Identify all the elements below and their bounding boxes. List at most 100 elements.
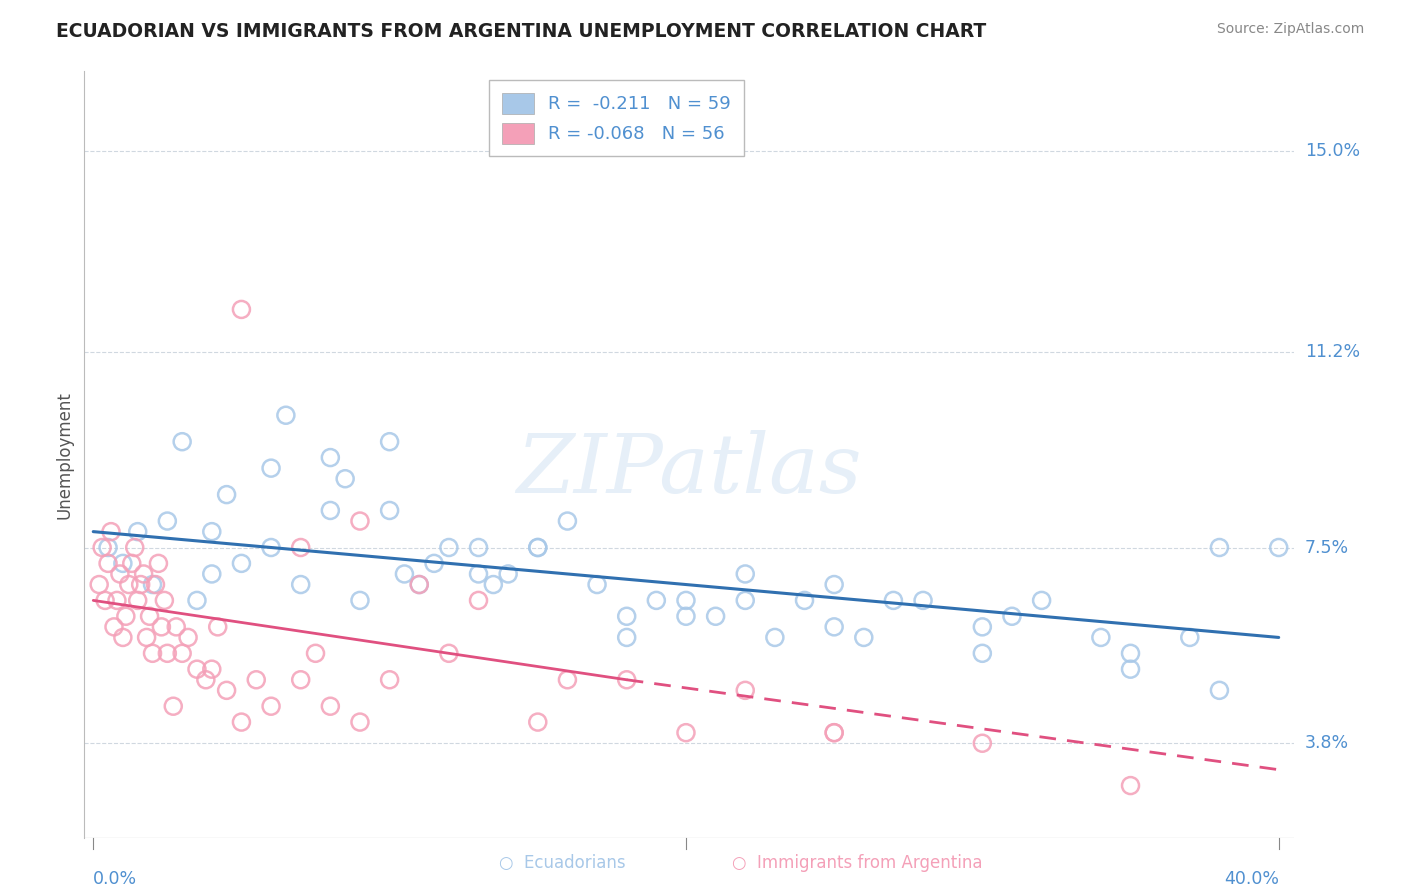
Point xyxy=(127,593,149,607)
Point xyxy=(89,577,111,591)
Y-axis label: Unemployment: Unemployment xyxy=(55,391,73,519)
Point xyxy=(852,631,875,645)
Point xyxy=(319,699,342,714)
Point xyxy=(207,620,229,634)
Point xyxy=(1031,593,1053,607)
Text: 15.0%: 15.0% xyxy=(1305,142,1360,160)
Point xyxy=(100,524,122,539)
Point xyxy=(132,566,155,581)
Point xyxy=(201,662,224,676)
Point xyxy=(215,683,238,698)
Point xyxy=(153,593,176,607)
Point xyxy=(1119,646,1142,660)
Point xyxy=(103,620,125,634)
Point xyxy=(156,514,179,528)
Point xyxy=(231,557,253,571)
Point xyxy=(912,593,935,607)
Point xyxy=(1090,631,1112,645)
Point xyxy=(378,673,401,687)
Point xyxy=(527,541,550,555)
Point xyxy=(319,503,342,517)
Point xyxy=(172,646,194,660)
Point xyxy=(734,593,756,607)
Point xyxy=(165,620,187,634)
Point xyxy=(823,620,845,634)
Text: ZIPatlas: ZIPatlas xyxy=(516,430,862,510)
Point xyxy=(972,646,994,660)
Point xyxy=(616,631,638,645)
Point xyxy=(437,541,460,555)
Point xyxy=(586,577,609,591)
Point xyxy=(793,593,815,607)
Point xyxy=(94,593,117,607)
Point xyxy=(177,631,200,645)
Text: 7.5%: 7.5% xyxy=(1305,539,1348,557)
Point xyxy=(156,646,179,660)
Point xyxy=(1178,631,1201,645)
Point xyxy=(882,593,904,607)
Point xyxy=(201,566,224,581)
Point xyxy=(349,715,371,730)
Point xyxy=(121,557,143,571)
Text: ○  Immigrants from Argentina: ○ Immigrants from Argentina xyxy=(733,855,983,872)
Point xyxy=(231,302,253,317)
Point xyxy=(527,541,550,555)
Point xyxy=(290,541,312,555)
Point xyxy=(675,593,697,607)
Point xyxy=(245,673,267,687)
Point xyxy=(1119,779,1142,793)
Point xyxy=(496,566,519,581)
Point xyxy=(260,699,283,714)
Point xyxy=(394,566,416,581)
Point xyxy=(138,609,160,624)
Point xyxy=(675,725,697,739)
Point xyxy=(349,514,371,528)
Point xyxy=(145,577,167,591)
Text: 0.0%: 0.0% xyxy=(93,871,138,888)
Point xyxy=(215,487,238,501)
Point xyxy=(148,557,170,571)
Point xyxy=(557,673,579,687)
Point xyxy=(118,577,141,591)
Point xyxy=(141,646,163,660)
Legend: R =  -0.211   N = 59, R = -0.068   N = 56: R = -0.211 N = 59, R = -0.068 N = 56 xyxy=(489,80,744,156)
Point xyxy=(734,566,756,581)
Point xyxy=(467,566,489,581)
Point xyxy=(467,593,489,607)
Point xyxy=(972,736,994,750)
Point xyxy=(105,593,128,607)
Point xyxy=(97,541,120,555)
Text: 11.2%: 11.2% xyxy=(1305,343,1360,360)
Point xyxy=(274,409,297,423)
Point xyxy=(557,514,579,528)
Text: 3.8%: 3.8% xyxy=(1305,734,1348,752)
Point xyxy=(1267,541,1289,555)
Point xyxy=(675,609,697,624)
Point xyxy=(1208,683,1230,698)
Point xyxy=(115,609,138,624)
Point xyxy=(645,593,668,607)
Point xyxy=(467,541,489,555)
Point xyxy=(408,577,430,591)
Point xyxy=(1208,541,1230,555)
Point xyxy=(124,541,146,555)
Point xyxy=(172,434,194,449)
Point xyxy=(97,557,120,571)
Point xyxy=(194,673,217,687)
Point xyxy=(91,541,114,555)
Point xyxy=(186,662,208,676)
Point xyxy=(186,593,208,607)
Point xyxy=(111,631,134,645)
Point xyxy=(1119,662,1142,676)
Point xyxy=(823,725,845,739)
Point xyxy=(972,620,994,634)
Point xyxy=(108,566,131,581)
Point xyxy=(616,673,638,687)
Point xyxy=(437,646,460,660)
Point xyxy=(162,699,184,714)
Point xyxy=(129,577,152,591)
Point xyxy=(141,577,163,591)
Point xyxy=(127,524,149,539)
Point xyxy=(378,434,401,449)
Point xyxy=(349,593,371,607)
